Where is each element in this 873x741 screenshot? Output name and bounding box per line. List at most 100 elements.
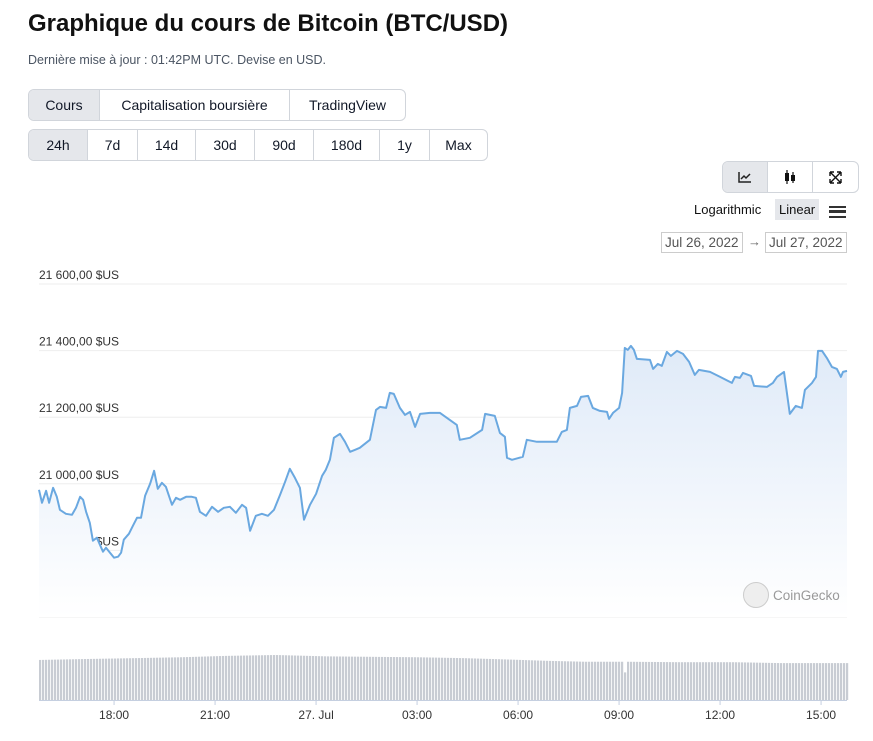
range-14d[interactable]: 14d	[138, 130, 196, 160]
volume-bar	[348, 656, 351, 700]
volume-bar	[693, 662, 696, 700]
volume-bar	[249, 655, 252, 700]
volume-bar	[798, 663, 801, 700]
volume-bar	[150, 657, 153, 700]
x-tick-label: 12:00	[705, 708, 735, 722]
volume-bar	[216, 656, 219, 700]
volume-bar	[354, 656, 357, 700]
watermark-text: CoinGecko	[773, 587, 840, 603]
volume-bar	[513, 659, 516, 700]
range-7d[interactable]: 7d	[88, 130, 138, 160]
date-arrow: →	[748, 234, 761, 249]
volume-bar	[243, 655, 246, 700]
y-tick-label: 21 200,00 $US	[39, 401, 119, 415]
volume-bar	[213, 656, 216, 700]
volume-bar	[330, 656, 333, 700]
volume-bar	[357, 656, 360, 700]
volume-bar	[363, 656, 366, 700]
range-30d[interactable]: 30d	[196, 130, 255, 160]
volume-bar	[99, 658, 102, 700]
volume-bar	[465, 658, 468, 700]
volume-bar	[210, 656, 213, 700]
volume-bar	[600, 661, 603, 700]
volume-bar	[186, 657, 189, 700]
volume-bar	[66, 659, 69, 700]
volume-bar	[768, 662, 771, 700]
volume-bar	[543, 660, 546, 700]
volume-bar	[231, 655, 234, 700]
volume-bar	[156, 657, 159, 700]
volume-bar	[366, 656, 369, 700]
x-tick-label: 15:00	[806, 708, 836, 722]
volume-bar	[597, 661, 600, 700]
volume-bar	[633, 661, 636, 700]
volume-bar	[459, 658, 462, 700]
volume-bar	[612, 661, 615, 700]
volume-bar	[810, 663, 813, 700]
volume-bar	[786, 663, 789, 700]
date-from-input[interactable]: Jul 26, 2022	[661, 232, 743, 253]
volume-bar	[579, 661, 582, 700]
volume-bar	[636, 661, 639, 700]
volume-bar	[219, 656, 222, 700]
scale-linear[interactable]: Linear	[775, 199, 820, 220]
volume-bar	[747, 662, 750, 700]
volume-bar	[294, 655, 297, 700]
volume-bar	[228, 655, 231, 700]
volume-bar	[396, 657, 399, 700]
volume-bar	[648, 661, 651, 700]
tab-market-cap[interactable]: Capitalisation boursière	[100, 90, 290, 120]
range-90d[interactable]: 90d	[255, 130, 314, 160]
volume-bar	[771, 662, 774, 700]
volume-bar	[255, 655, 258, 700]
volume-bar	[159, 657, 162, 700]
volume-bar	[372, 656, 375, 700]
volume-bar	[567, 661, 570, 700]
volume-bar	[594, 661, 597, 700]
volume-bar	[39, 659, 42, 700]
volume-bar	[789, 663, 792, 700]
volume-bar	[252, 655, 255, 700]
line-chart-icon[interactable]	[723, 162, 768, 192]
volume-bar	[204, 656, 207, 700]
volume-bar	[540, 660, 543, 700]
volume-bar	[501, 659, 504, 700]
x-tick-label: 21:00	[200, 708, 230, 722]
volume-bar	[456, 658, 459, 700]
volume-bar	[189, 656, 192, 700]
volume-bar	[93, 658, 96, 700]
volume-bar	[564, 661, 567, 700]
volume-bar	[63, 659, 66, 700]
scale-logarithmic[interactable]: Logarithmic	[694, 202, 762, 217]
volume-bar	[234, 655, 237, 700]
volume-bar	[609, 661, 612, 700]
volume-bar	[708, 662, 711, 700]
x-tick-label: 03:00	[402, 708, 432, 722]
volume-bar	[117, 658, 120, 700]
volume-bar	[627, 661, 630, 700]
volume-bar	[621, 661, 624, 700]
range-1y[interactable]: 1y	[380, 130, 430, 160]
fullscreen-icon[interactable]	[813, 162, 858, 192]
volume-bar	[417, 657, 420, 700]
tab-tradingview[interactable]: TradingView	[308, 97, 387, 113]
volume-bar	[702, 662, 705, 700]
volume-bar	[783, 663, 786, 700]
volume-bar	[279, 655, 282, 700]
volume-bar	[822, 663, 825, 700]
volume-bar	[777, 663, 780, 700]
date-to-input[interactable]: Jul 27, 2022	[765, 232, 847, 253]
tab-cours[interactable]: Cours	[29, 90, 100, 120]
menu-icon[interactable]	[829, 206, 846, 218]
volume-bar	[723, 662, 726, 700]
volume-bar	[114, 658, 117, 700]
range-max[interactable]: Max	[445, 137, 472, 153]
range-180d[interactable]: 180d	[314, 130, 380, 160]
volume-bar	[84, 659, 87, 700]
volume-bar	[690, 662, 693, 700]
volume-bar	[69, 659, 72, 700]
range-24h[interactable]: 24h	[29, 130, 88, 160]
volume-bar	[300, 655, 303, 700]
volume-bar	[792, 663, 795, 700]
candlestick-icon[interactable]	[768, 162, 813, 192]
